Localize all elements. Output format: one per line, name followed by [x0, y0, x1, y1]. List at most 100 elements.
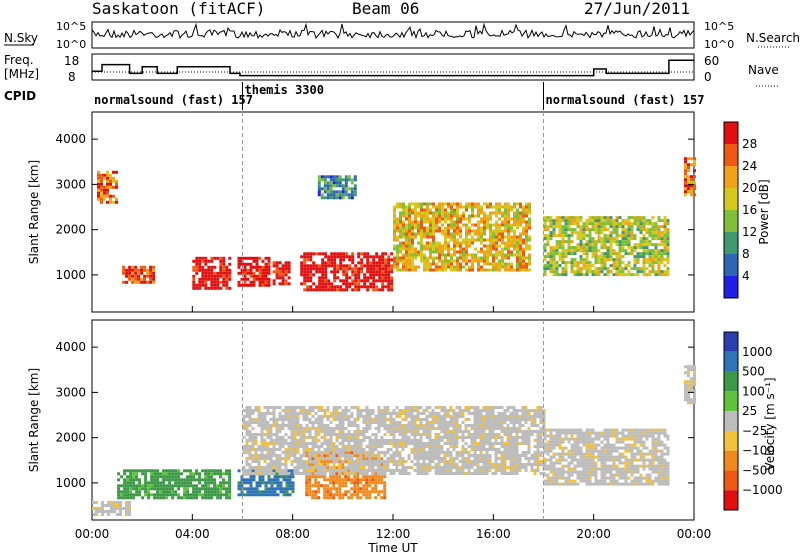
data-cell: [302, 412, 306, 415]
data-cell: [567, 228, 571, 232]
data-cell: [338, 460, 342, 464]
data-cell: [296, 427, 300, 430]
data-cell: [429, 229, 432, 233]
data-cell: [311, 448, 315, 451]
data-cell: [326, 196, 330, 200]
data-cell: [543, 443, 547, 447]
data-cell: [347, 415, 351, 418]
data-cell: [434, 421, 438, 424]
data-cell: [392, 424, 396, 427]
data-cell: [474, 214, 477, 218]
data-cell: [687, 184, 690, 188]
data-cell: [306, 258, 310, 262]
data-cell: [591, 240, 595, 244]
data-cell: [414, 250, 417, 254]
data-cell: [404, 427, 408, 430]
data-cell: [365, 409, 369, 412]
data-cell: [582, 273, 586, 277]
data-cell: [281, 282, 285, 286]
data-cell: [120, 475, 124, 479]
data-cell: [440, 430, 444, 433]
data-cell: [362, 433, 366, 436]
data-cell: [109, 185, 112, 189]
data-cell: [246, 481, 250, 485]
data-cell: [500, 472, 504, 475]
data-cell: [106, 182, 109, 186]
data-cell: [357, 252, 361, 256]
data-cell: [512, 424, 516, 427]
data-cell: [356, 430, 360, 433]
data-cell: [109, 173, 112, 177]
data-cell: [477, 226, 480, 230]
data-cell: [162, 493, 166, 497]
data-cell: [666, 261, 670, 265]
data-cell: [384, 261, 388, 265]
data-cell: [383, 439, 387, 442]
data-cell: [503, 409, 507, 412]
data-cell: [483, 217, 486, 221]
data-cell: [296, 412, 300, 415]
data-cell: [357, 276, 361, 280]
data-cell: [558, 273, 562, 277]
data-cell: [389, 421, 393, 424]
data-cell: [324, 288, 328, 292]
data-cell: [482, 409, 486, 412]
data-cell: [242, 409, 246, 412]
data-cell: [341, 193, 345, 197]
data-cell: [149, 265, 153, 269]
data-cell: [398, 454, 402, 457]
data-cell: [281, 451, 285, 454]
data-cell: [204, 277, 208, 281]
data-cell: [482, 472, 486, 475]
data-cell: [266, 469, 270, 472]
data-cell: [530, 409, 534, 412]
data-cell: [558, 240, 562, 244]
data-cell: [405, 208, 408, 212]
data-cell: [338, 481, 342, 485]
data-cell: [597, 228, 601, 232]
data-cell: [546, 458, 550, 462]
data-cell: [248, 466, 252, 469]
data-cell: [353, 460, 357, 463]
data-cell: [425, 469, 429, 472]
data-cell: [416, 406, 420, 409]
data-cell: [125, 274, 129, 278]
data-cell: [462, 214, 465, 218]
data-cell: [468, 205, 471, 209]
data-cell: [300, 273, 304, 277]
data-cell: [546, 264, 550, 268]
data-cell: [411, 220, 414, 224]
data-cell: [485, 457, 489, 460]
data-cell: [597, 216, 601, 220]
data-cell: [549, 237, 553, 241]
data-cell: [344, 178, 348, 182]
data-cell: [243, 478, 247, 482]
data-cell: [201, 469, 205, 473]
data-cell: [317, 193, 321, 197]
data-cell: [603, 222, 607, 226]
data-cell: [365, 430, 369, 433]
data-cell: [338, 193, 342, 197]
data-cell: [177, 496, 181, 500]
data-cell: [438, 226, 441, 230]
data-cell: [106, 191, 109, 195]
data-cell: [266, 424, 270, 427]
data-cell: [501, 229, 504, 233]
data-cell: [482, 433, 486, 436]
data-cell: [378, 255, 382, 259]
data-cell: [615, 228, 619, 232]
data-cell: [428, 463, 432, 466]
data-cell: [588, 231, 592, 235]
data-cell: [281, 436, 285, 439]
data-cell: [413, 454, 417, 457]
data-cell: [461, 430, 465, 433]
data-cell: [495, 238, 498, 242]
data-cell: [327, 261, 331, 265]
data-cell: [332, 457, 336, 460]
data-cell: [521, 454, 525, 457]
data-cell: [426, 211, 429, 215]
data-cell: [377, 469, 381, 472]
data-cell: [356, 454, 360, 458]
data-cell: [624, 231, 628, 235]
data-cell: [609, 255, 613, 259]
